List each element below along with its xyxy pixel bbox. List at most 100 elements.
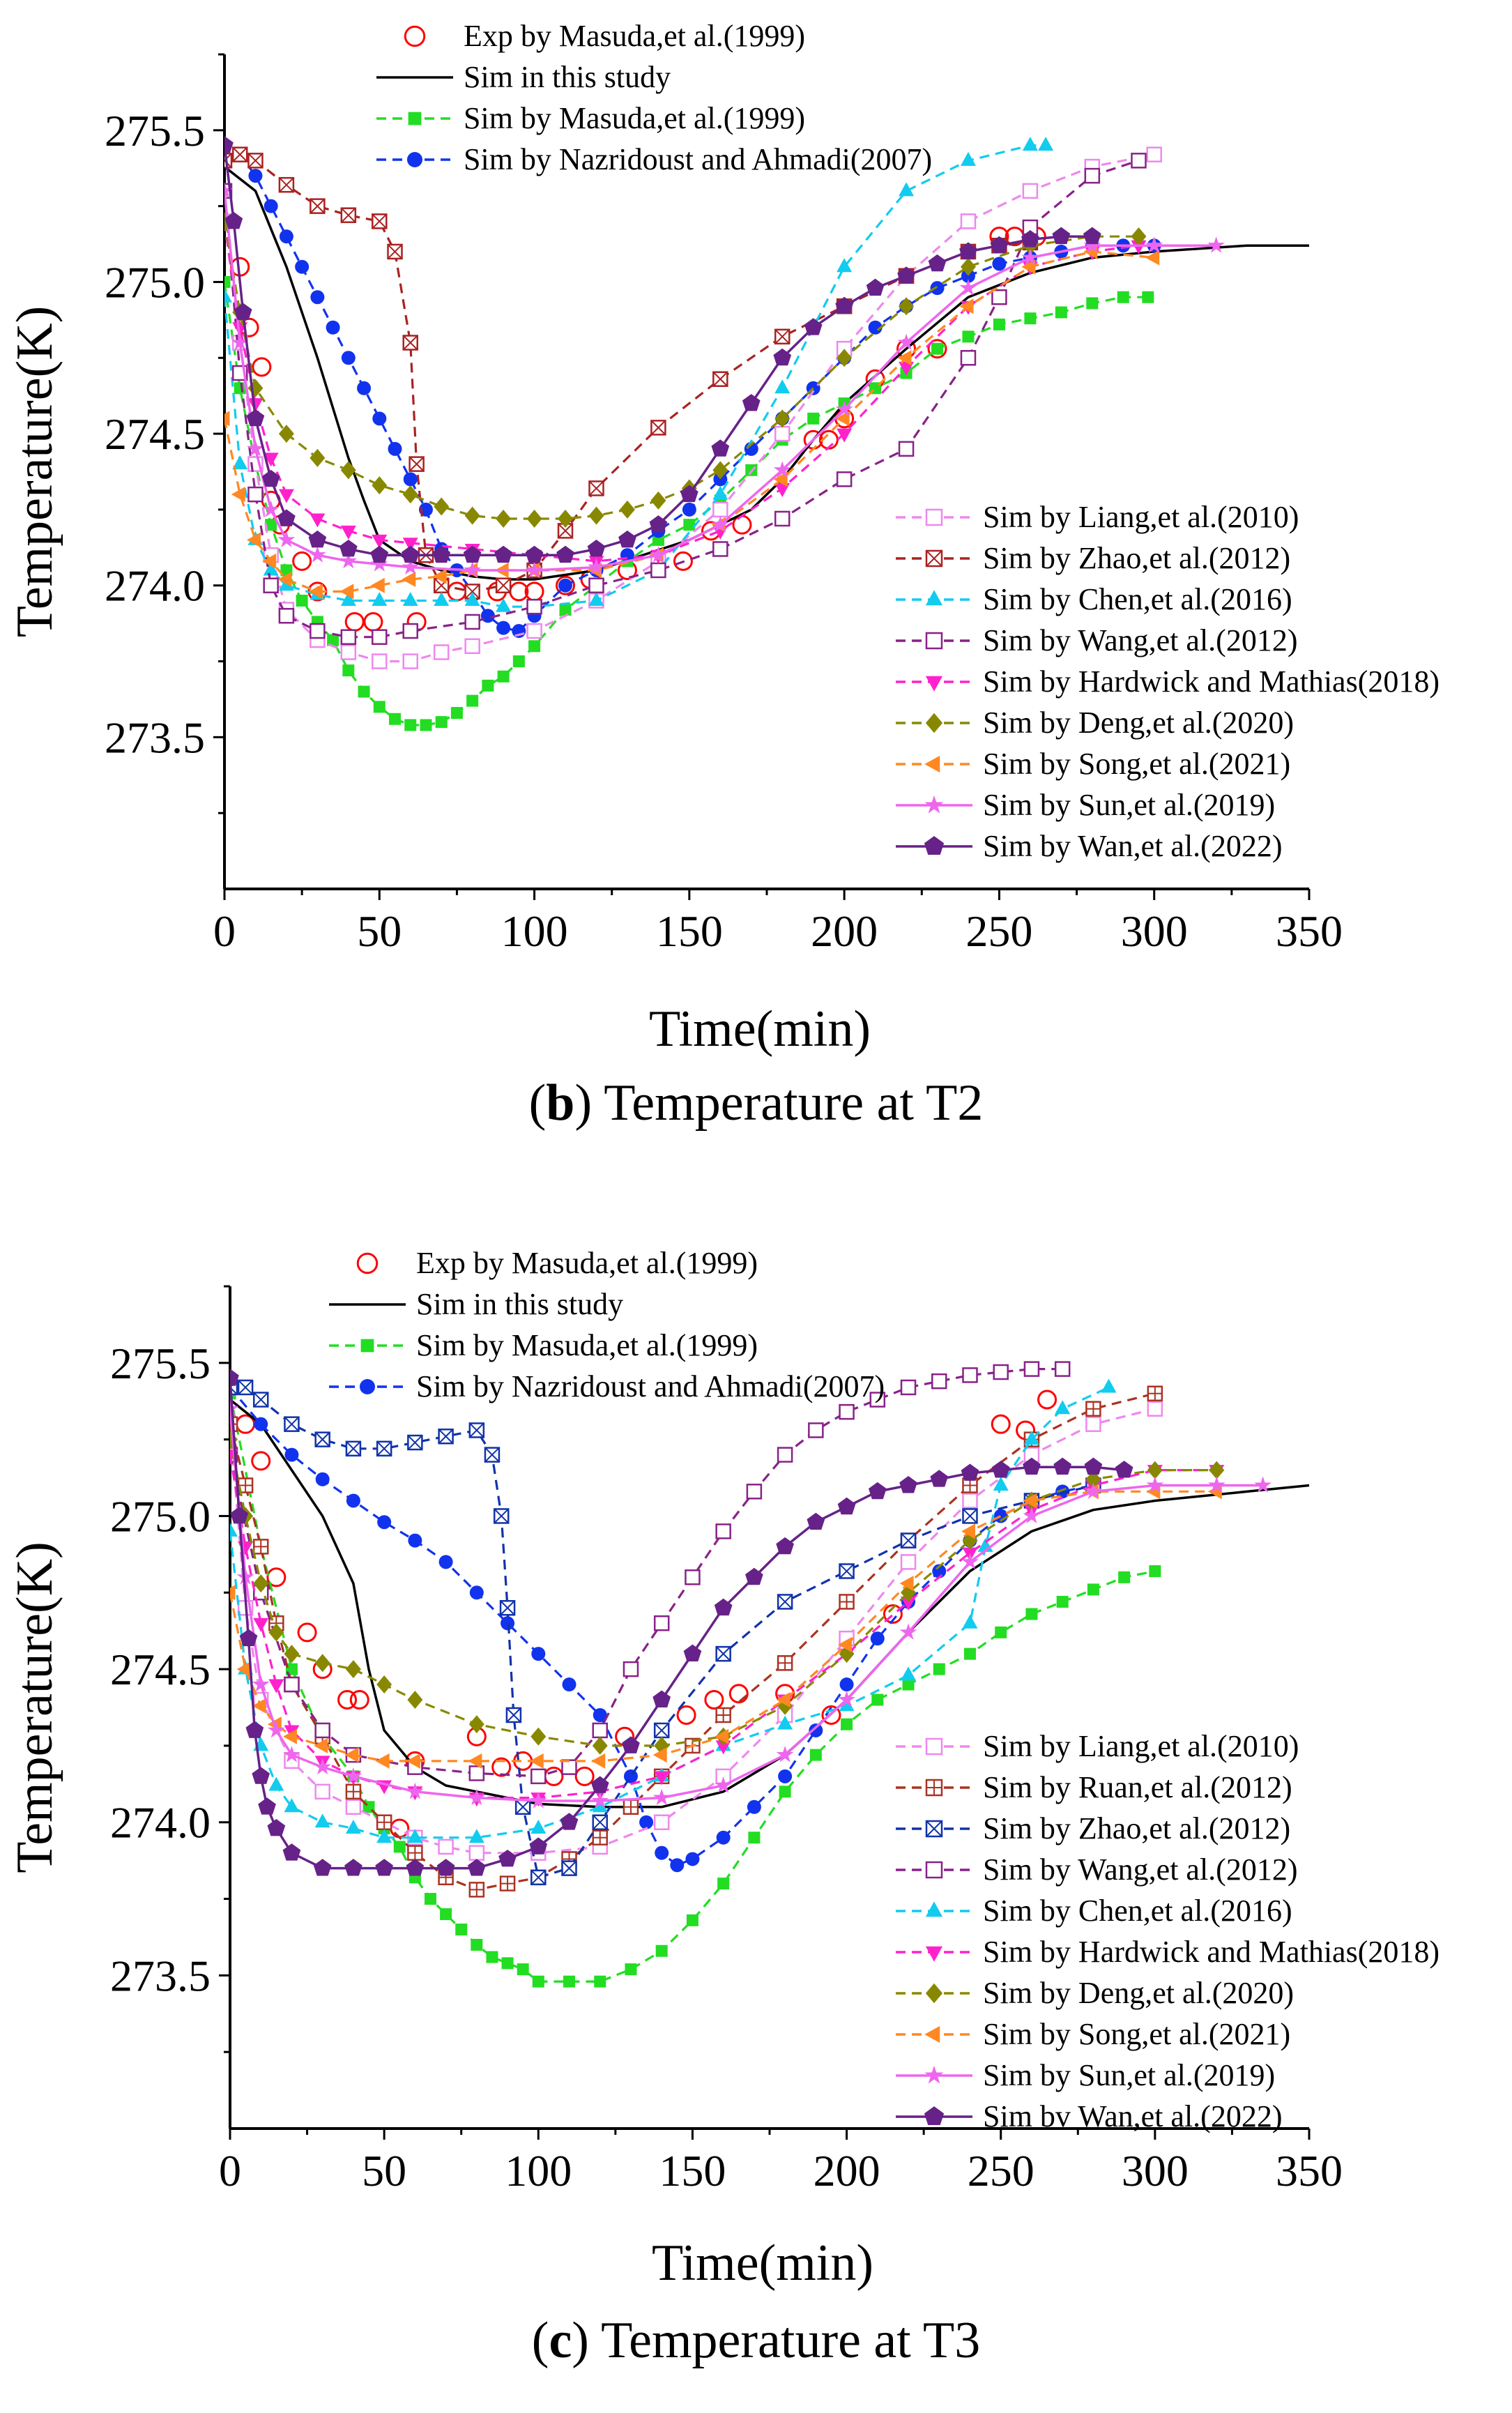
data-point-cross (715, 1646, 731, 1661)
data-point (592, 1722, 608, 1739)
data-point-cross (496, 578, 511, 593)
data-point (1055, 1484, 1070, 1499)
data-point (742, 394, 761, 411)
data-point (402, 623, 418, 639)
data-point (959, 298, 974, 314)
legend-marker (925, 1983, 943, 2004)
legend-label: Sim by Wang,et al.(2012) (983, 623, 1297, 657)
data-point (777, 1655, 793, 1671)
data-point (530, 1820, 547, 1834)
data-point (592, 1829, 608, 1845)
legend-marker (925, 1901, 943, 1917)
data-point (561, 1860, 577, 1876)
data-point (224, 136, 234, 153)
y-tick-label: 275.5 (105, 106, 205, 155)
data-point (357, 381, 372, 395)
x-tick-label: 50 (357, 906, 402, 956)
data-point (370, 555, 388, 572)
data-point (464, 506, 480, 525)
data-point (670, 1858, 685, 1873)
data-point (468, 1882, 485, 1898)
legend-item: Sim by Nazridoust and Ahmadi(2007) (376, 142, 932, 176)
data-point (1149, 1565, 1161, 1578)
data-point (402, 485, 418, 504)
data-point (776, 1746, 794, 1763)
data-point (774, 379, 791, 394)
data-point (1145, 250, 1160, 266)
legend-label: Exp by Masuda,et al.(1999) (416, 1246, 758, 1280)
data-point (376, 1829, 392, 1843)
x-tick-label: 350 (1276, 2146, 1343, 2195)
data-point (389, 713, 402, 725)
data-point (464, 591, 480, 606)
x-axis-label: Time(min) (652, 2235, 873, 2292)
data-point (773, 348, 792, 366)
data-point (447, 581, 467, 602)
data-point (340, 591, 356, 606)
data-point (711, 515, 729, 533)
data-point (263, 452, 279, 467)
data-point (1147, 1401, 1163, 1417)
data-point (262, 553, 277, 569)
data-point (495, 577, 512, 593)
data-point (808, 1422, 824, 1438)
data-point-cross (558, 523, 573, 539)
data-point (514, 1799, 531, 1816)
data-point (408, 456, 425, 472)
data-point-cross (839, 1594, 854, 1609)
legend-item: Sim by Liang,et al.(2010) (896, 1729, 1299, 1763)
data-point (592, 1736, 608, 1755)
data-point (623, 1661, 639, 1677)
data-point-cross (593, 1815, 608, 1830)
data-point (1085, 1470, 1101, 1489)
series-line (224, 159, 1139, 639)
data-point (282, 1728, 297, 1744)
data-point (650, 546, 667, 563)
legend-item: Sim by Song,et al.(2021) (896, 2017, 1290, 2051)
data-point (440, 1908, 452, 1921)
data-point-cross (376, 1441, 392, 1456)
data-point (836, 471, 853, 487)
data-point (1054, 1361, 1071, 1377)
data-point (370, 545, 389, 563)
data-point (340, 629, 357, 645)
data-point (732, 515, 752, 535)
data-point (247, 439, 264, 457)
data-point (871, 1693, 884, 1706)
data-point (496, 509, 512, 528)
data-point (562, 1677, 576, 1692)
x-tick-label: 300 (1122, 2146, 1189, 2195)
data-point (484, 1447, 501, 1463)
legend-label: Sim by Hardwick and Mathias(2018) (983, 664, 1440, 699)
data-point-cross (1086, 1401, 1101, 1416)
data-point (960, 257, 976, 276)
data-point (407, 1434, 423, 1451)
data-point-cross (469, 1422, 484, 1438)
legend-marker (925, 1779, 943, 1797)
data-point (252, 1539, 269, 1555)
data-point (468, 1765, 485, 1781)
data-point (650, 420, 666, 436)
x-tick-label: 150 (656, 906, 723, 956)
data-point (837, 349, 853, 367)
data-point (715, 1645, 731, 1662)
data-point (563, 1975, 576, 1988)
series-10 (230, 1430, 1225, 1755)
legend-label: Sim by Liang,et al.(2010) (983, 500, 1299, 534)
data-point-cross (407, 1435, 423, 1450)
data-point (224, 275, 231, 288)
legend-label: Sim by Ruan,et al.(2012) (983, 1770, 1292, 1804)
data-point (501, 1957, 514, 1970)
data-point (526, 598, 542, 615)
data-point (496, 621, 511, 635)
data-point (471, 1938, 483, 1951)
data-point (588, 577, 604, 593)
legend-item: Sim in this study (329, 1287, 623, 1321)
data-point (933, 1663, 945, 1675)
data-point-cross (501, 1876, 515, 1891)
data-point (837, 428, 853, 443)
y-tick-label: 274.5 (110, 1645, 211, 1694)
data-point-cross (346, 1784, 360, 1799)
data-point (1147, 1461, 1163, 1479)
y-tick-label: 274.0 (110, 1798, 211, 1848)
